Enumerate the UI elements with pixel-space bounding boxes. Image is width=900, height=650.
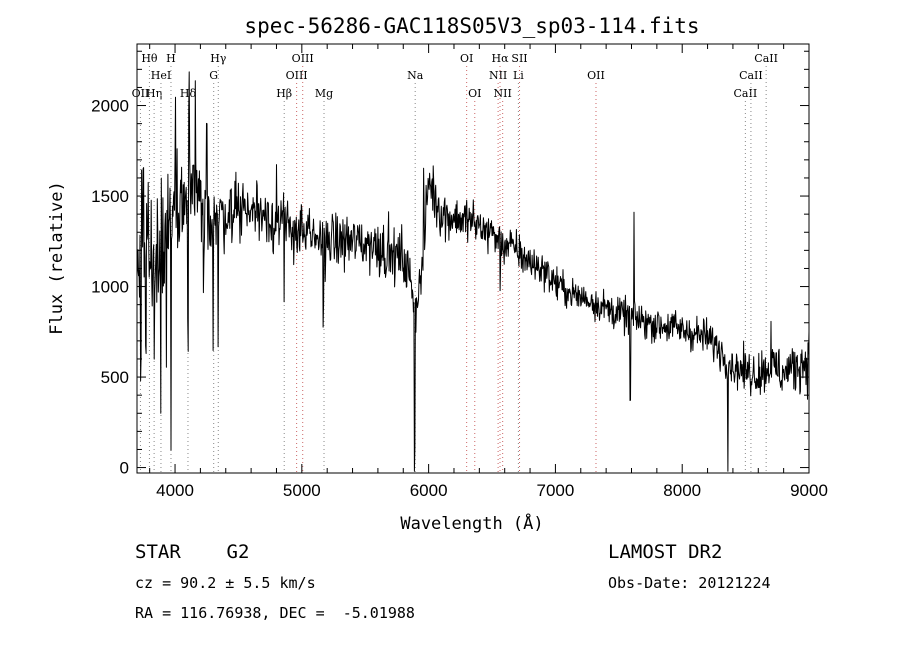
spectral-line-label: SII bbox=[511, 52, 527, 65]
spectral-line-label: G bbox=[209, 69, 218, 82]
y-axis-label: Flux (relative) bbox=[47, 181, 67, 335]
spectral-line-label: Na bbox=[407, 69, 424, 82]
object-class-label: STAR G2 bbox=[135, 541, 250, 563]
spectral-line-label: OII bbox=[587, 69, 605, 82]
spectral-line-label: CaII bbox=[739, 69, 763, 82]
spectral-line-label: NII bbox=[494, 87, 512, 100]
spectral-line-label: OI bbox=[468, 87, 481, 100]
coordinates-label: RA = 116.76938, DEC = -5.01988 bbox=[135, 604, 415, 622]
spectral-line-label: H bbox=[166, 52, 176, 65]
spectral-line-label: OIII bbox=[286, 69, 308, 82]
spectral-line-label: Hθ bbox=[141, 52, 158, 65]
y-tick-label: 1000 bbox=[91, 278, 129, 297]
y-axis: 0 500 1000 1500 2000 bbox=[91, 50, 809, 478]
y-tick-label: 1500 bbox=[91, 187, 129, 206]
spectral-line-label: Hγ bbox=[210, 52, 227, 65]
plot-frame bbox=[136, 43, 810, 474]
x-tick-label: 6000 bbox=[410, 481, 448, 500]
x-tick-label: 8000 bbox=[663, 481, 701, 500]
x-tick-label: 7000 bbox=[537, 481, 575, 500]
x-axis: 4000 5000 6000 7000 8000 9000 bbox=[149, 44, 828, 500]
y-tick-label: 2000 bbox=[91, 97, 129, 116]
spectral-line-label: Li bbox=[513, 69, 524, 82]
spectral-line-label: Hδ bbox=[180, 87, 197, 100]
spectrum-line bbox=[136, 71, 810, 472]
x-tick-label: 5000 bbox=[283, 481, 321, 500]
spectral-line-label: Hη bbox=[146, 87, 162, 100]
observation-date-label: Obs-Date: 20121224 bbox=[608, 574, 771, 592]
y-tick-label: 500 bbox=[101, 368, 129, 387]
spectral-line-label: CaII bbox=[754, 52, 778, 65]
chart-title: spec-56286-GAC118S05V3_sp03-114.fits bbox=[244, 14, 699, 38]
spectral-line-label: Hα bbox=[491, 52, 509, 65]
spectral-line-label: OIII bbox=[292, 52, 314, 65]
spectral-line-label: CaII bbox=[734, 87, 758, 100]
spectral-line-label: Mg bbox=[315, 87, 333, 100]
redshift-label: cz = 90.2 ± 5.5 km/s bbox=[135, 574, 316, 592]
spectral-line-label: OII bbox=[132, 87, 150, 100]
y-tick-label: 0 bbox=[120, 459, 129, 478]
x-tick-label: 4000 bbox=[156, 481, 194, 500]
x-axis-label: Wavelength (Å) bbox=[400, 512, 543, 534]
spectral-line-label: HeI bbox=[151, 69, 171, 82]
spectral-line-label: OI bbox=[460, 52, 473, 65]
x-tick-label: 9000 bbox=[790, 481, 828, 500]
spectral-line-label: NII bbox=[489, 69, 507, 82]
survey-label: LAMOST DR2 bbox=[608, 541, 723, 563]
spectral-line-markers: OII Hθ Hη HeI H Hδ G Hγ Hβ OIII OIII Mg Na OI OI NII Hα N… bbox=[132, 52, 778, 473]
spectral-line-label: Hβ bbox=[276, 87, 292, 100]
